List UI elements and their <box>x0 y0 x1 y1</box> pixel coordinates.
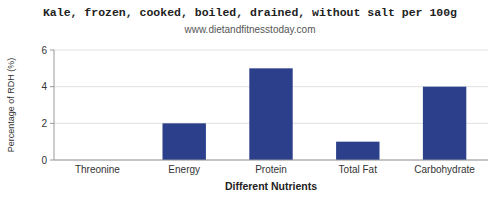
y-tick <box>50 50 54 51</box>
y-tick <box>50 86 54 87</box>
subtitle: www.dietandfitnesstoday.com <box>184 24 316 35</box>
bar <box>249 68 292 160</box>
chart: Kale, frozen, cooked, boiled, drained, w… <box>0 0 500 200</box>
bars <box>163 68 467 160</box>
x-axis-line <box>54 160 488 161</box>
x-tick-label: Carbohydrate <box>414 164 475 175</box>
grid-line <box>54 50 488 51</box>
bar <box>336 142 379 160</box>
x-tick-label: Protein <box>255 164 287 175</box>
grid <box>54 50 488 160</box>
y-axis-label: Percentage of RDH (%) <box>6 58 16 153</box>
y-tick-label: 0 <box>41 155 47 166</box>
chart-container: Kale, frozen, cooked, boiled, drained, w… <box>0 0 500 200</box>
x-axis-label: Different Nutrients <box>225 180 317 192</box>
x-tick-label: Total Fat <box>339 164 378 175</box>
y-tick-label: 4 <box>41 81 47 92</box>
y-tick <box>50 160 54 161</box>
bar <box>423 87 466 160</box>
y-tick-label: 2 <box>41 118 47 129</box>
y-tick <box>50 123 54 124</box>
y-tick-label: 6 <box>41 45 47 56</box>
bar <box>163 123 206 160</box>
y-axis-line <box>54 50 55 160</box>
x-tick-label: Threonine <box>75 164 120 175</box>
grid-line <box>54 160 488 161</box>
x-tick-label: Energy <box>168 164 200 175</box>
title: Kale, frozen, cooked, boiled, drained, w… <box>43 6 457 19</box>
